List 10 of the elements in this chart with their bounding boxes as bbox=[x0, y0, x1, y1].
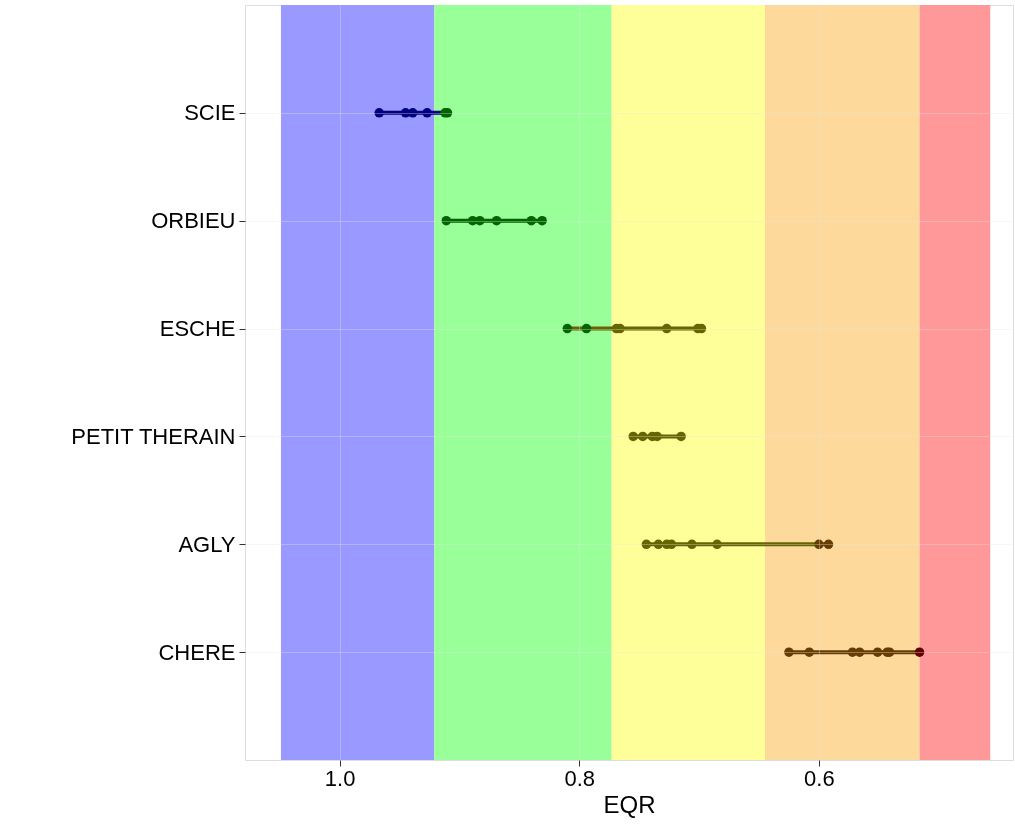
y-tick-label: ESCHE bbox=[159, 316, 236, 342]
y-tick-label: ORBIEU bbox=[151, 208, 236, 234]
y-tick-label: PETIT THERAIN bbox=[71, 423, 236, 449]
x-tick-label: 1.0 bbox=[324, 765, 356, 791]
y-tick-label: SCIE bbox=[184, 100, 236, 126]
y-tick-label: CHERE bbox=[158, 639, 236, 665]
x-tick-label: 0.6 bbox=[804, 765, 835, 791]
x-axis-title: EQR bbox=[603, 790, 656, 818]
y-tick-label: AGLY bbox=[178, 531, 236, 557]
x-tick-label: 0.8 bbox=[564, 765, 596, 791]
